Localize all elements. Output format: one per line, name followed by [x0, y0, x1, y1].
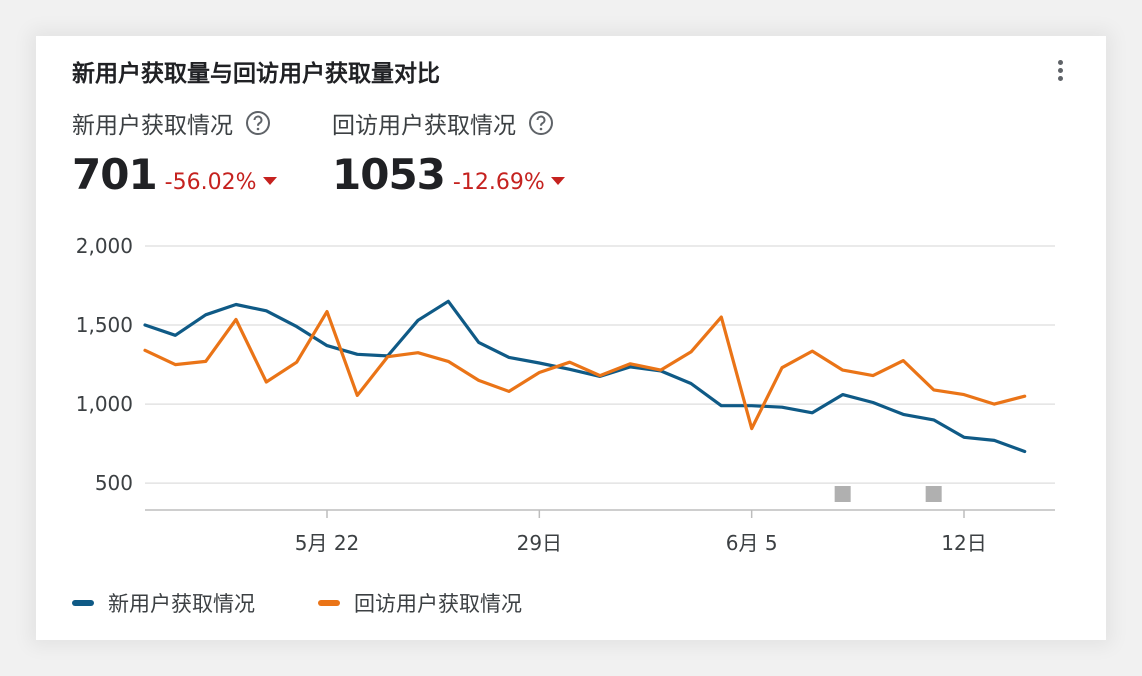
x-tick-label: 12日	[941, 531, 986, 555]
x-tick-label: 6月 5	[726, 531, 778, 555]
metric-new-value-row: 701 -56.02%	[72, 150, 277, 199]
down-arrow-icon	[262, 177, 277, 185]
annotation-marker	[925, 486, 942, 502]
metric-new-label: 新用户获取情况	[72, 113, 233, 139]
y-tick-label: 1,000	[76, 392, 133, 416]
legend-label-returning: 回访用户获取情况	[354, 592, 522, 616]
series-line-returning	[143, 310, 1027, 431]
card-title: 新用户获取量与回访用户获取量对比	[72, 61, 440, 87]
legend-item-returning[interactable]: 回访用户获取情况	[318, 588, 522, 618]
metric-new-change: -56.02%	[164, 170, 257, 195]
y-tick-label: 2,000	[76, 234, 133, 258]
annotation-marker	[834, 486, 851, 502]
legend-swatch-returning	[318, 600, 340, 606]
x-tick-label: 29日	[517, 531, 562, 555]
series-line-new	[143, 299, 1027, 454]
metric-new-label-row: 新用户获取情况	[72, 106, 271, 140]
y-tick-label: 1,500	[76, 313, 133, 337]
legend-label-new: 新用户获取情况	[108, 592, 255, 616]
metric-returning-change: -12.69%	[452, 170, 545, 195]
help-circle-icon[interactable]	[528, 110, 554, 136]
metric-returning-value: 1053	[332, 150, 446, 199]
chart-card: 新用户获取量与回访用户获取量对比 新用户获取情况 回访用户获取情况 701 -5…	[36, 36, 1106, 640]
legend-item-new[interactable]: 新用户获取情况	[72, 588, 255, 618]
metric-returning-label: 回访用户获取情况	[332, 113, 516, 139]
metric-returning-value-row: 1053 -12.69%	[332, 150, 565, 199]
more-vert-icon[interactable]	[1050, 60, 1070, 90]
down-arrow-icon	[550, 177, 565, 185]
metric-new-value: 701	[72, 150, 158, 199]
help-circle-icon[interactable]	[245, 110, 271, 136]
metric-returning-label-row: 回访用户获取情况	[332, 106, 554, 140]
x-tick-label: 5月 22	[295, 531, 360, 555]
line-chart: 2,000 1,500 1,000 500 5月 22 29日 6月 5 12日	[76, 234, 1055, 555]
y-tick-label: 500	[95, 471, 133, 495]
legend-swatch-new	[72, 600, 94, 606]
